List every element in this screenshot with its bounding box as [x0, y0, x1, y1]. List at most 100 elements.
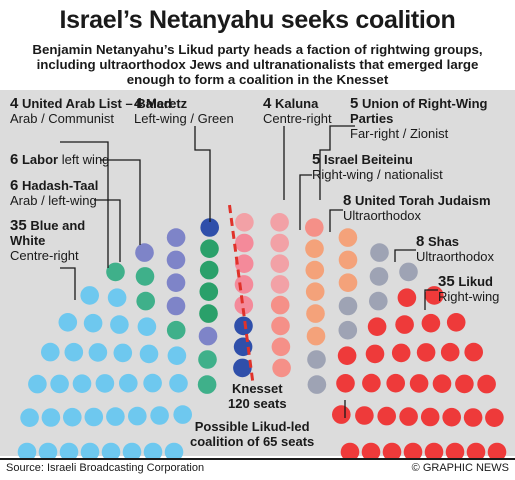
seat-blue-and-white — [38, 442, 58, 462]
seat-blue-and-white — [106, 407, 125, 426]
party-label-likud: 35 Likud Right-wing — [438, 274, 499, 304]
seat-kaluna — [234, 295, 254, 315]
party-label-hadash-taal: 6 Hadash-Taal Arab / left-wing — [10, 178, 98, 208]
seat-united-arab-list — [200, 239, 219, 258]
party-name: Labor — [21, 152, 59, 167]
party-label-israel-beiteinu: 5 Israel Beiteinu Right-wing / nationali… — [312, 152, 443, 182]
seat-likud — [420, 407, 440, 427]
seat-likud — [425, 286, 444, 305]
seat-united-torah-judaism — [338, 228, 358, 247]
coalition-label-line: Possible Likud-led — [194, 419, 310, 434]
seat-israel-beiteinu — [305, 218, 324, 237]
seat-likud — [336, 374, 355, 393]
seat-blue-and-white — [110, 315, 129, 334]
party-name: United Torah Judaism — [354, 193, 491, 208]
party-label-united-torah-judaism: 8 United Torah Judaism Ultraorthodox — [343, 193, 491, 223]
seat-likud — [455, 374, 474, 394]
seat-union-right-wing — [270, 233, 290, 253]
seat-shas — [369, 267, 389, 286]
party-label-union-right-wing: 5 Union of Right-Wing Parties Far-right … — [350, 96, 510, 141]
seat-labor — [166, 228, 186, 247]
leader-line — [329, 209, 343, 232]
party-seats: 5 — [312, 151, 321, 168]
credit-note: © GRAPHIC NEWS — [411, 462, 509, 474]
seat-united-torah-judaism — [305, 282, 325, 302]
seat-blue-and-white — [41, 342, 60, 362]
party-description: Ultraorthodox — [416, 249, 495, 264]
seat-united-torah-judaism — [306, 304, 325, 323]
party-seats: 4 — [10, 95, 19, 112]
seat-hadash-taal — [197, 375, 217, 394]
party-label-shas: 8 Shas Ultraorthodox — [416, 234, 494, 264]
seat-united-arab-list — [199, 282, 219, 302]
subtitle-line: enough to form a coalition in the Knesse… — [126, 72, 389, 87]
seat-blue-and-white — [20, 408, 39, 428]
party-seats: 8 — [343, 192, 352, 209]
seat-hadash-taal — [136, 291, 155, 311]
seat-likud — [367, 317, 387, 337]
seat-blue-and-white — [83, 313, 103, 333]
leader-line — [194, 126, 211, 222]
seat-likud — [485, 408, 504, 428]
seat-blue-and-white — [167, 346, 187, 366]
seat-likud — [397, 288, 417, 308]
seat-israel-beiteinu — [271, 316, 290, 336]
seat-union-right-wing — [270, 213, 289, 232]
seat-shas — [399, 262, 418, 282]
seat-blue-and-white — [84, 407, 104, 427]
seat-meretz — [233, 358, 252, 378]
party-seats: 4 — [263, 95, 272, 112]
seat-kaluna — [235, 233, 254, 253]
seat-blue-and-white — [122, 442, 142, 462]
seat-shas — [338, 320, 358, 340]
seat-likud — [337, 346, 357, 366]
party-name: Meretz — [145, 96, 188, 111]
seat-blue-and-white — [88, 343, 108, 362]
party-description: Centre-right — [263, 111, 332, 126]
seat-united-torah-judaism — [305, 239, 324, 258]
seat-blue-and-white — [95, 374, 115, 393]
source-note: Source: Israeli Broadcasting Corporation — [6, 462, 205, 474]
seat-likud — [446, 313, 466, 332]
party-name: Kaluna — [274, 96, 319, 111]
party-description: Far-right / Zionist — [350, 126, 449, 141]
coalition-label-line: coalition of 65 seats — [190, 434, 315, 449]
seat-blue-and-white — [113, 343, 133, 363]
seat-blue-and-white — [128, 406, 147, 426]
seat-likud — [382, 442, 402, 462]
knesset-total-label: Knesset 120 seats — [228, 381, 287, 411]
seat-union-right-wing — [270, 275, 290, 294]
seat-likud — [432, 374, 452, 394]
seat-likud — [361, 442, 381, 462]
seat-likud — [340, 442, 360, 462]
seat-blue-and-white — [41, 408, 61, 427]
seat-likud — [399, 407, 418, 426]
party-description: Arab / Communist — [10, 111, 115, 126]
knesset-label-line: Knesset — [231, 381, 283, 396]
seat-labor — [166, 296, 186, 316]
seat-blue-and-white — [58, 313, 78, 332]
leader-line — [424, 289, 438, 310]
leader-line — [94, 199, 121, 262]
party-name: Shas — [427, 234, 460, 249]
coalition-label: Possible Likud-led coalition of 65 seats — [190, 419, 314, 449]
party-name: Likud — [458, 274, 493, 289]
leader-line — [394, 249, 416, 262]
seat-likud — [391, 343, 411, 363]
subtitle-line: Benjamin Netanyahu’s Likud party heads a… — [32, 42, 483, 57]
seat-labor — [166, 273, 186, 293]
seat-likud — [445, 442, 465, 462]
seat-blue-and-white — [107, 288, 127, 308]
seat-blue-and-white — [101, 442, 121, 462]
seat-united-torah-judaism — [306, 326, 326, 346]
seat-kaluna — [234, 254, 254, 273]
leader-line — [100, 159, 141, 245]
leader-line — [60, 267, 76, 300]
seat-blue-and-white — [63, 407, 82, 427]
seat-blue-and-white — [80, 286, 99, 305]
seat-likud — [421, 313, 441, 333]
leader-line — [60, 141, 109, 268]
footer-bar — [0, 458, 515, 480]
seat-united-torah-judaism — [305, 260, 325, 280]
